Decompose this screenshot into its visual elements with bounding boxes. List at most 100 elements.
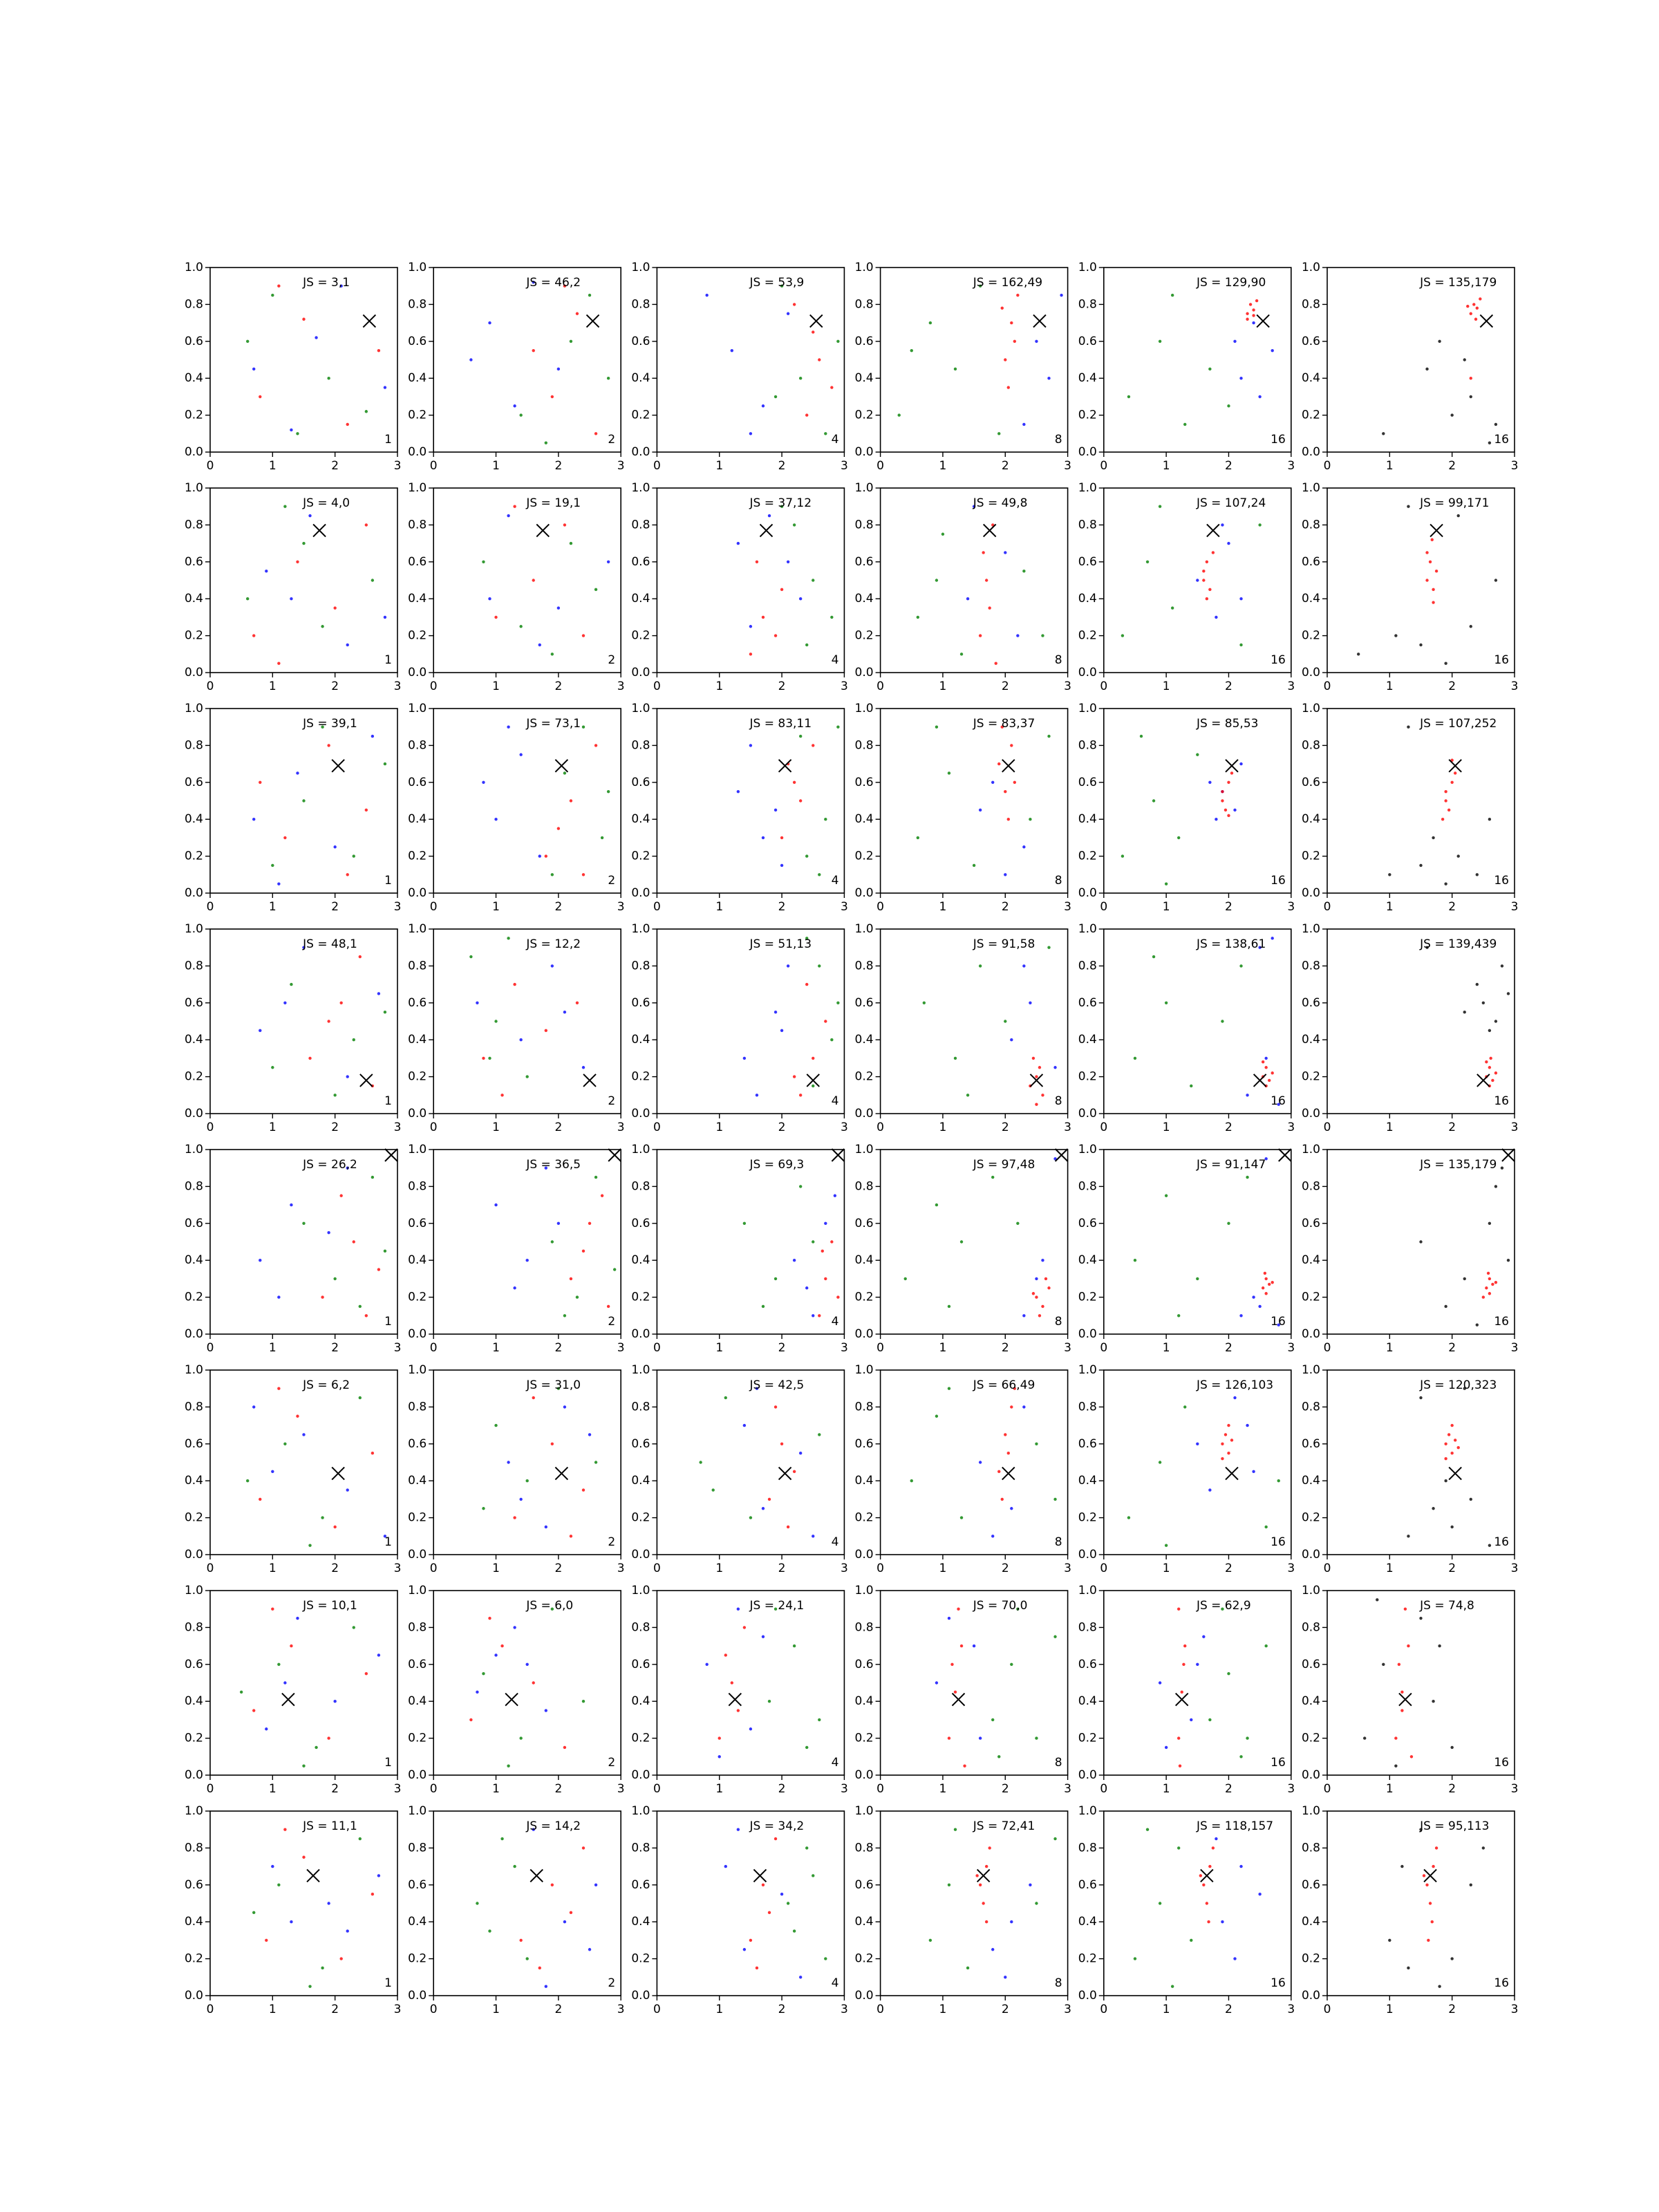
x-tick-label: 1 — [715, 1121, 723, 1134]
data-point — [1382, 432, 1385, 435]
data-point — [798, 799, 803, 803]
x-tick-label: 3 — [1511, 2003, 1519, 2016]
y-tick-label: 0.4 — [185, 812, 203, 826]
data-point — [1230, 1438, 1234, 1442]
y-tick-label: 1.0 — [855, 702, 874, 715]
x-tick-label: 1 — [715, 459, 723, 473]
data-point — [556, 827, 561, 830]
data-point — [953, 367, 957, 371]
y-tick-label: 0.4 — [1078, 1694, 1097, 1708]
data-point — [1472, 303, 1476, 306]
data-point — [812, 744, 815, 747]
data-point — [1041, 1094, 1044, 1097]
y-tick-label: 1.0 — [185, 1804, 203, 1818]
data-point — [1450, 1423, 1454, 1427]
x-tick-label: 3 — [1511, 459, 1519, 473]
data-point — [994, 662, 997, 665]
x-tick-label: 3 — [1287, 2003, 1295, 2016]
y-tick-label: 0.2 — [408, 850, 427, 863]
target-marker — [1002, 1466, 1015, 1481]
data-point — [364, 1314, 368, 1318]
x-tick-label: 1 — [492, 1782, 500, 1796]
x-tick-label: 0 — [653, 1782, 661, 1796]
data-point — [377, 1268, 381, 1271]
data-point — [500, 1094, 504, 1097]
y-tick-label: 0.8 — [631, 959, 650, 973]
data-point — [302, 1855, 306, 1859]
y-tick-label: 0.2 — [408, 1511, 427, 1525]
y-tick-label: 0.2 — [631, 1291, 650, 1304]
data-point — [736, 1709, 740, 1712]
data-point — [928, 321, 932, 325]
x-tick-label: 3 — [617, 900, 625, 914]
data-point — [1479, 297, 1482, 301]
data-point — [1239, 762, 1243, 766]
data-point — [1038, 1066, 1042, 1069]
x-tick-label: 0 — [1100, 1121, 1107, 1134]
x-tick-label: 0 — [653, 900, 661, 914]
data-point — [798, 1094, 803, 1097]
y-tick-label: 0.0 — [631, 445, 650, 459]
data-point — [1419, 1828, 1423, 1831]
data-point — [780, 588, 784, 592]
plot-frame — [1103, 928, 1292, 1114]
plot-frame — [209, 1810, 398, 1996]
data-point — [339, 284, 343, 288]
data-point — [1469, 312, 1472, 315]
data-point — [1170, 1985, 1174, 1988]
plot-frame — [656, 1590, 845, 1776]
data-point — [830, 615, 834, 619]
data-point — [1246, 1094, 1249, 1097]
data-point — [982, 551, 985, 554]
data-point — [836, 1295, 840, 1299]
data-point — [1158, 339, 1162, 343]
data-point — [290, 982, 293, 986]
data-point — [975, 1874, 979, 1877]
data-point — [296, 432, 299, 435]
y-tick-label: 0.0 — [408, 1768, 427, 1782]
target-marker — [809, 314, 823, 328]
x-tick-label: 2 — [331, 1121, 339, 1134]
x-tick-label: 2 — [1448, 1782, 1456, 1796]
data-point — [1271, 1281, 1274, 1284]
data-point — [352, 854, 355, 858]
target-marker — [951, 1692, 966, 1707]
data-point — [767, 514, 771, 518]
data-point — [569, 1535, 573, 1538]
data-point — [1246, 1736, 1249, 1740]
data-point — [1475, 306, 1479, 310]
data-point — [333, 845, 337, 849]
data-point — [594, 432, 598, 435]
data-point — [1425, 1883, 1429, 1886]
data-point — [1004, 1433, 1007, 1436]
data-point — [383, 762, 387, 766]
data-point — [947, 1736, 951, 1740]
x-tick-label: 0 — [877, 1562, 884, 1575]
target-marker — [1225, 759, 1239, 773]
y-tick-label: 0.6 — [855, 555, 874, 569]
data-point — [821, 1249, 824, 1253]
y-tick-label: 0.4 — [855, 812, 874, 826]
data-point — [246, 597, 250, 601]
data-point — [1121, 634, 1125, 637]
data-point — [786, 560, 790, 563]
y-tick-label: 0.2 — [631, 1070, 650, 1084]
data-point — [792, 1470, 796, 1474]
y-tick-label: 0.2 — [408, 1291, 427, 1304]
plot-frame — [1327, 1810, 1515, 1996]
x-tick-label: 0 — [653, 1121, 661, 1134]
data-point — [1060, 293, 1063, 297]
data-point — [563, 771, 567, 775]
panel-title: JS = 46,2 — [525, 276, 581, 290]
data-point — [749, 625, 753, 628]
plot-frame — [879, 708, 1069, 894]
data-point — [1363, 1736, 1367, 1740]
data-point — [315, 336, 318, 339]
x-tick-label: 1 — [939, 1121, 947, 1134]
data-point — [699, 1461, 702, 1464]
x-tick-label: 3 — [1064, 2003, 1071, 2016]
data-point — [1438, 1644, 1441, 1648]
y-tick-label: 0.8 — [1302, 1620, 1320, 1634]
data-point — [1447, 808, 1451, 812]
data-point — [1466, 304, 1470, 308]
